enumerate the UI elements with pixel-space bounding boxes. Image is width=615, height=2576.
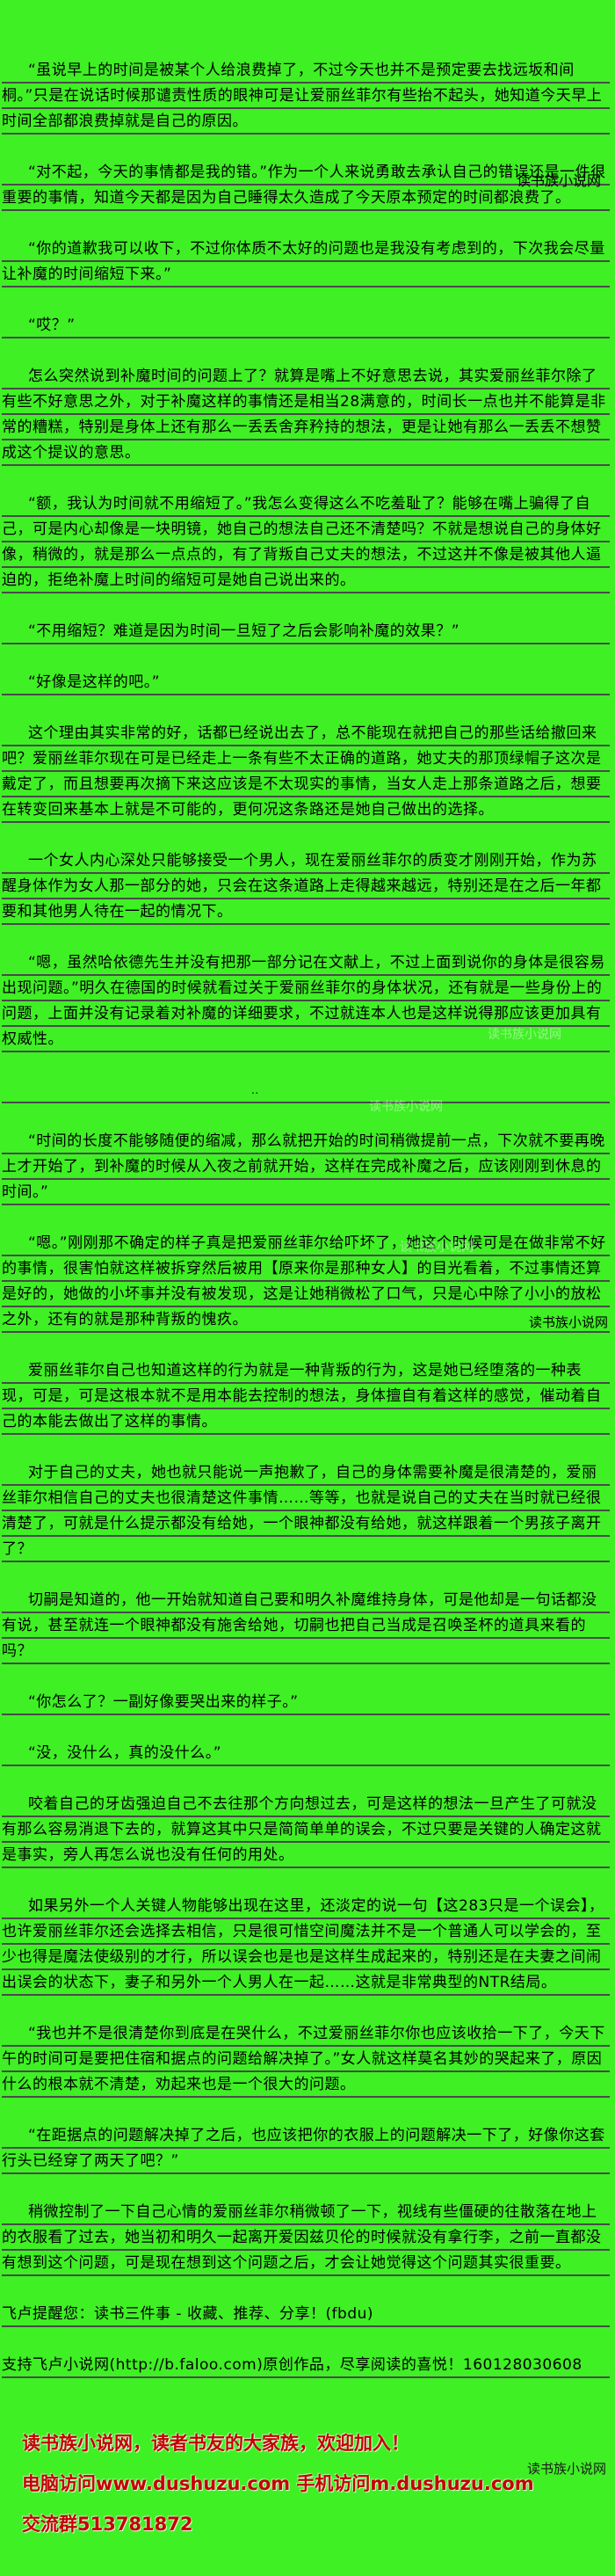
novel-paragraph: “你怎么了？一副好像要哭出来的样子。”	[2, 1690, 610, 1715]
novel-paragraph: “额，我认为时间就不用缩短了。”我怎么变得这么不吃羞耻了？能够在嘴上骗得了自己，…	[2, 491, 610, 593]
novel-paragraph: 爱丽丝菲尔自己也知道这样的行为就是一种背叛的行为，这是她已经堕落的一种表现，可是…	[2, 1358, 610, 1435]
novel-paragraph: 咬着自己的牙齿强迫自己不去往那个方向想过去，可是这样的想法一旦产生了可就没有那么…	[2, 1792, 610, 1868]
novel-paragraph: 怎么突然说到补魔时间的问题上了？就算是嘴上不好意思去说，其实爱丽丝菲尔除了有些不…	[2, 364, 610, 466]
site-watermark-text: 读书族小说网	[517, 172, 602, 189]
footer-promo-line: 读书族小说网，读者书友的大家族，欢迎加入！	[22, 2433, 409, 2454]
novel-paragraph: “我也并不是很清楚你到底是在哭什么，不过爱丽丝菲尔你也应该收拾一下了，今天下午的…	[2, 2021, 610, 2098]
novel-paragraph: “嗯，虽然哈依德先生并没有把那一部分记在文献上，不过上面到说你的身体是很容易出现…	[2, 950, 610, 1052]
novel-paragraph: 稍微控制了一下自己心情的爱丽丝菲尔稍微顿了一下，视线有些僵硬的往散落在地上的衣服…	[2, 2200, 610, 2276]
novel-paragraph: “在距据点的问题解决掉了之后，也应该把你的衣服上的问题解决一下了，好像你这套行头…	[2, 2123, 610, 2174]
novel-paragraph: 如果另外一个人关键人物能够出现在这里，还淡定的说一句【这283只是一个误会】，也…	[2, 1894, 610, 1996]
footer-promo-line: 交流群513781872	[22, 2514, 193, 2535]
novel-paragraph: “哎？”	[2, 313, 610, 338]
novel-paragraph: “时间的长度不能够随便的缩减，那么就把开始的时间稍微提前一点，下次就不要再晚上才…	[2, 1129, 610, 1205]
novel-paragraph: “嗯。”刚刚那不确定的样子真是把爱丽丝菲尔给吓坏了，她这个时候可是在做非常不好的…	[2, 1231, 610, 1333]
chapter-text: “虽说早上的时间是被某个人给浪费掉了，不过今天也并不是预定要去找远坂和间桐。”只…	[2, 58, 610, 2378]
site-watermark-faint: 读书族小说网	[488, 1028, 561, 1042]
novel-paragraph: “不用缩短？难道是因为时间一旦短了之后会影响补魔的效果？”	[2, 619, 610, 644]
site-watermark-faint: 读书族小说网	[400, 1241, 474, 1255]
novel-paragraph: 切嗣是知道的，他一开始就知道自己要和明久补魔维持身体，可是他却是一句话都没有说，…	[2, 1588, 610, 1664]
novel-paragraph: “没，没什么，真的没什么。”	[2, 1741, 610, 1766]
site-watermark-text: 读书族小说网	[528, 1314, 608, 1330]
novel-paragraph: 这个理由其实非常的好，话都已经说出去了，总不能现在就把自己的那些话给撤回来吧？爱…	[2, 721, 610, 823]
novel-paragraph: “虽说早上的时间是被某个人给浪费掉了，不过今天也并不是预定要去找远坂和间桐。”只…	[2, 58, 610, 135]
novel-paragraph: “好像是这样的吧。”	[2, 670, 610, 695]
novel-paragraph: ..	[2, 1078, 610, 1103]
novel-paragraph: 支持飞卢小说网(http://b.faloo.com)原创作品，尽享阅读的喜悦！…	[2, 2353, 610, 2378]
novel-paragraph: 一个女人内心深处只能够接受一个男人，现在爱丽丝菲尔的质变才刚刚开始，作为苏醒身体…	[2, 848, 610, 925]
novel-paragraph: “对不起，今天的事情都是我的错。”作为一个人来说勇敢去承认自己的错误还是一件很重…	[2, 160, 610, 211]
novel-paragraph: 对于自己的丈夫，她也就只能说一声抱歉了，自己的身体需要补魔是很清楚的，爱丽丝菲尔…	[2, 1460, 610, 1562]
novel-paragraph: 飞卢提醒您：读书三件事 - 收藏、推荐、分享！(fbdu)	[2, 2302, 610, 2327]
novel-paragraph: “你的道歉我可以收下，不过你体质不太好的问题也是我没有考虑到的，下次我会尽量让补…	[2, 236, 610, 287]
site-watermark-faint: 读书族小说网	[369, 1100, 443, 1114]
site-footer-promo: 读书族小说网，读者书友的大家族，欢迎加入！ 电脑访问www.dushuzu.co…	[0, 2423, 615, 2544]
site-watermark-text: 读书族小说网	[526, 2461, 606, 2477]
footer-promo-line: 电脑访问www.dushuzu.com 手机访问m.dushuzu.com	[22, 2473, 534, 2494]
